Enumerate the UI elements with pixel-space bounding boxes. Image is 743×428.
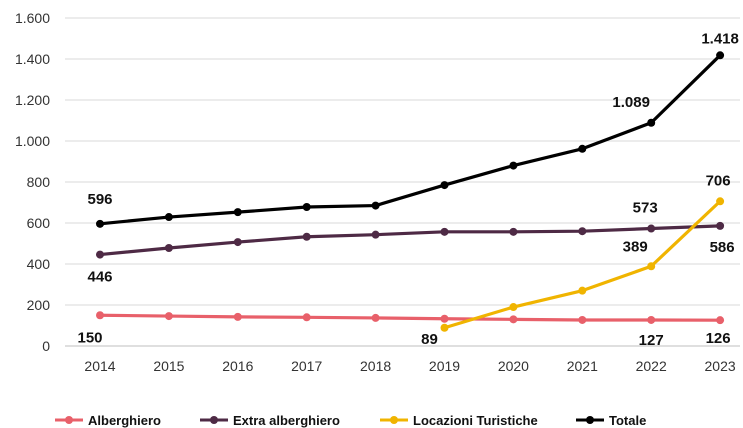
y-tick-label: 1.400 xyxy=(15,51,50,67)
data-point xyxy=(647,224,656,233)
grid-lines xyxy=(65,17,740,347)
legend-label: Extra alberghiero xyxy=(233,413,340,428)
data-label: 127 xyxy=(639,332,664,349)
data-point xyxy=(716,197,725,206)
data-point xyxy=(164,213,173,222)
data-point xyxy=(233,312,242,321)
y-tick-label: 400 xyxy=(27,256,51,272)
data-point xyxy=(440,227,449,236)
data-label: 573 xyxy=(633,200,658,217)
data-point xyxy=(647,262,656,271)
y-tick-label: 600 xyxy=(27,215,51,231)
series-line xyxy=(98,313,722,322)
data-point xyxy=(440,323,449,332)
x-tick-label: 2022 xyxy=(636,358,667,374)
data-label: 596 xyxy=(87,191,112,208)
data-point xyxy=(371,201,380,210)
series-line xyxy=(442,199,722,330)
legend: Alberghiero Extra alberghiero Locazioni Tu… xyxy=(55,413,646,428)
data-point xyxy=(96,250,104,259)
x-tick-label: 2014 xyxy=(84,358,115,374)
data-point xyxy=(371,313,380,322)
data-point xyxy=(647,315,656,324)
series-line xyxy=(98,53,722,226)
data-label: 126 xyxy=(706,330,731,347)
data-point xyxy=(509,303,518,312)
series-lines xyxy=(96,51,725,332)
data-point xyxy=(233,238,242,247)
y-tick-label: 1.000 xyxy=(15,133,50,149)
data-point xyxy=(578,144,587,153)
data-label: 1.418 xyxy=(701,30,739,47)
data-point xyxy=(509,161,518,170)
legend-marker xyxy=(390,416,398,424)
data-label: 389 xyxy=(623,238,648,255)
data-label: 706 xyxy=(706,172,731,189)
data-point xyxy=(578,315,587,324)
legend-label: Totale xyxy=(609,413,646,428)
data-label: 89 xyxy=(421,331,438,348)
legend-marker xyxy=(65,416,73,424)
data-point xyxy=(509,227,518,236)
data-label: 1.089 xyxy=(612,94,650,111)
data-point xyxy=(647,118,656,127)
x-tick-label: 2021 xyxy=(567,358,598,374)
data-point xyxy=(302,203,311,212)
x-tick-label: 2020 xyxy=(498,358,529,374)
x-tick-label: 2017 xyxy=(291,358,322,374)
data-point xyxy=(440,181,449,190)
legend-label: Locazioni Turistiche xyxy=(413,413,538,428)
data-labels: 596 446 150 89 1.089 573 389 127 1.418 706 586 126 xyxy=(77,30,738,349)
data-point xyxy=(716,316,725,325)
data-point xyxy=(578,286,587,295)
data-point xyxy=(164,312,173,321)
data-point xyxy=(440,314,449,323)
y-tick-label: 0 xyxy=(42,338,50,354)
y-tick-label: 1.200 xyxy=(15,92,50,108)
x-axis: 2014 2015 2016 2017 2018 2019 2020 2021 2022 2023 xyxy=(84,358,735,374)
data-point xyxy=(371,230,380,239)
legend-label: Alberghiero xyxy=(88,413,161,428)
data-point xyxy=(302,232,311,241)
y-tick-label: 800 xyxy=(27,174,51,190)
data-point xyxy=(164,244,173,253)
data-point xyxy=(233,208,242,217)
y-tick-label: 1.600 xyxy=(15,10,50,26)
x-tick-label: 2018 xyxy=(360,358,391,374)
data-label: 150 xyxy=(77,329,102,346)
data-point xyxy=(578,227,587,236)
y-tick-label: 200 xyxy=(27,297,51,313)
data-label: 586 xyxy=(710,239,735,256)
x-tick-label: 2023 xyxy=(705,358,736,374)
data-point xyxy=(302,313,311,322)
x-tick-label: 2015 xyxy=(153,358,184,374)
data-point xyxy=(509,315,518,324)
legend-marker xyxy=(210,416,218,424)
data-point xyxy=(716,51,725,60)
data-point xyxy=(716,221,725,230)
x-tick-label: 2019 xyxy=(429,358,460,374)
y-axis: 0 200 400 600 800 1.000 1.200 1.400 1.600 xyxy=(15,10,50,354)
data-point xyxy=(96,311,104,320)
data-label: 446 xyxy=(87,269,112,286)
series-line xyxy=(98,224,722,257)
legend-marker xyxy=(586,416,594,424)
data-point xyxy=(96,219,104,228)
x-tick-label: 2016 xyxy=(222,358,253,374)
